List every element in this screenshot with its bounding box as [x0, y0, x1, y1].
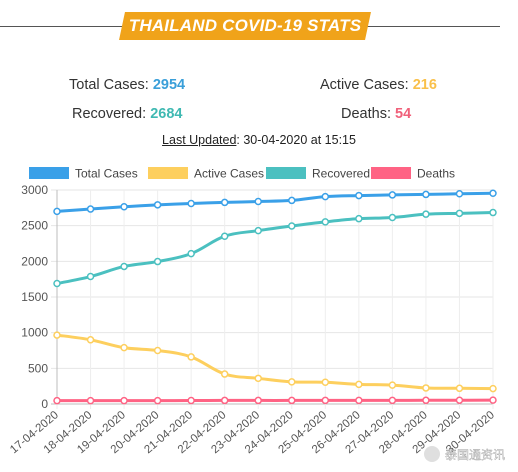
series-line	[56, 211, 494, 285]
last-updated: Last Updated: 30-04-2020 at 15:15	[0, 133, 518, 147]
data-point	[187, 249, 195, 258]
y-tick-label: 1500	[21, 290, 48, 304]
data-point	[355, 380, 363, 389]
data-point	[187, 199, 195, 208]
data-point	[86, 205, 95, 213]
recovered-stat: Recovered: 2684	[72, 106, 182, 122]
data-point	[321, 192, 330, 201]
data-point	[53, 396, 61, 405]
total-cases-value: 2954	[152, 77, 186, 93]
deaths-value: 54	[395, 106, 412, 122]
y-tick-label: 2000	[21, 254, 48, 268]
data-point	[489, 384, 497, 393]
legend-swatch	[266, 167, 306, 179]
data-point	[455, 396, 464, 404]
recovered-value: 2684	[150, 106, 183, 122]
data-point	[422, 396, 430, 405]
legend-swatch	[371, 167, 411, 179]
y-tick-label: 500	[28, 361, 48, 375]
data-point	[220, 232, 229, 240]
data-point	[422, 210, 430, 218]
legend-swatch	[148, 167, 188, 179]
data-point	[254, 226, 262, 235]
deaths-stat: Deaths: 54	[341, 106, 411, 122]
chart-legend: Total Cases Active Cases Recovered Deaths	[29, 167, 455, 181]
active-cases-stat: Active Cases: 216	[320, 77, 437, 93]
chart-series	[53, 189, 497, 405]
data-point	[53, 207, 61, 216]
data-point	[422, 190, 430, 199]
y-tick-label: 3000	[21, 183, 48, 197]
data-point	[86, 272, 95, 281]
page-title: THAILAND COVID-19 STATS	[128, 16, 362, 35]
data-point	[388, 213, 397, 222]
data-point	[120, 262, 128, 271]
data-point	[254, 374, 262, 383]
data-point	[321, 396, 330, 405]
data-point	[153, 201, 162, 209]
data-point	[220, 370, 229, 378]
data-point	[489, 208, 497, 217]
data-point	[153, 257, 162, 266]
total-cases-label: Total Cases:	[69, 77, 149, 93]
chart-grid	[51, 189, 494, 409]
data-point	[288, 378, 296, 386]
data-point	[288, 196, 296, 205]
y-tick-label: 1000	[21, 326, 48, 340]
data-point	[120, 203, 128, 211]
data-point	[455, 190, 464, 198]
data-point	[455, 384, 464, 393]
data-point	[120, 343, 128, 352]
chart-axes: 05001000150020002500300017-04-202018-04-…	[8, 183, 497, 456]
y-tick-label: 2500	[21, 219, 48, 233]
data-point	[153, 396, 162, 405]
data-point	[120, 396, 128, 405]
data-point	[220, 198, 229, 207]
data-point	[86, 336, 95, 344]
total-cases-stat: Total Cases: 2954	[69, 77, 185, 93]
last-updated-value: : 30-04-2020 at 15:15	[236, 133, 356, 147]
data-point	[220, 396, 229, 405]
y-tick-label: 0	[41, 397, 48, 411]
data-point	[187, 396, 195, 405]
data-point	[355, 191, 363, 200]
data-point	[388, 191, 397, 199]
data-point	[489, 396, 497, 404]
data-point	[388, 381, 397, 389]
deaths-label: Deaths:	[341, 106, 391, 122]
data-point	[288, 222, 296, 230]
data-point	[321, 378, 330, 386]
legend-swatch	[29, 167, 69, 179]
data-point	[153, 346, 162, 355]
data-point	[254, 396, 262, 405]
active-cases-value: 216	[412, 77, 437, 93]
series-line	[56, 333, 494, 391]
data-point	[422, 384, 430, 392]
data-point	[355, 214, 363, 223]
data-point	[53, 331, 61, 339]
data-point	[321, 218, 330, 226]
data-point	[86, 396, 95, 405]
data-point	[254, 197, 262, 206]
watermark: 泰国通资讯	[424, 446, 505, 462]
legend-label: Recovered	[312, 167, 370, 181]
data-point	[187, 353, 195, 361]
wechat-icon	[424, 446, 440, 462]
data-point	[53, 279, 61, 288]
data-point	[489, 189, 497, 198]
legend-label: Active Cases	[194, 167, 264, 181]
active-cases-label: Active Cases:	[320, 77, 409, 93]
legend-label: Total Cases	[75, 167, 138, 181]
watermark-text: 泰国通资讯	[445, 448, 505, 462]
last-updated-label: Last Updated	[162, 133, 237, 147]
data-point	[355, 396, 363, 405]
legend-label: Deaths	[417, 167, 455, 181]
data-point	[288, 396, 296, 405]
data-point	[455, 209, 464, 218]
data-point	[388, 396, 397, 405]
recovered-label: Recovered:	[72, 106, 147, 122]
